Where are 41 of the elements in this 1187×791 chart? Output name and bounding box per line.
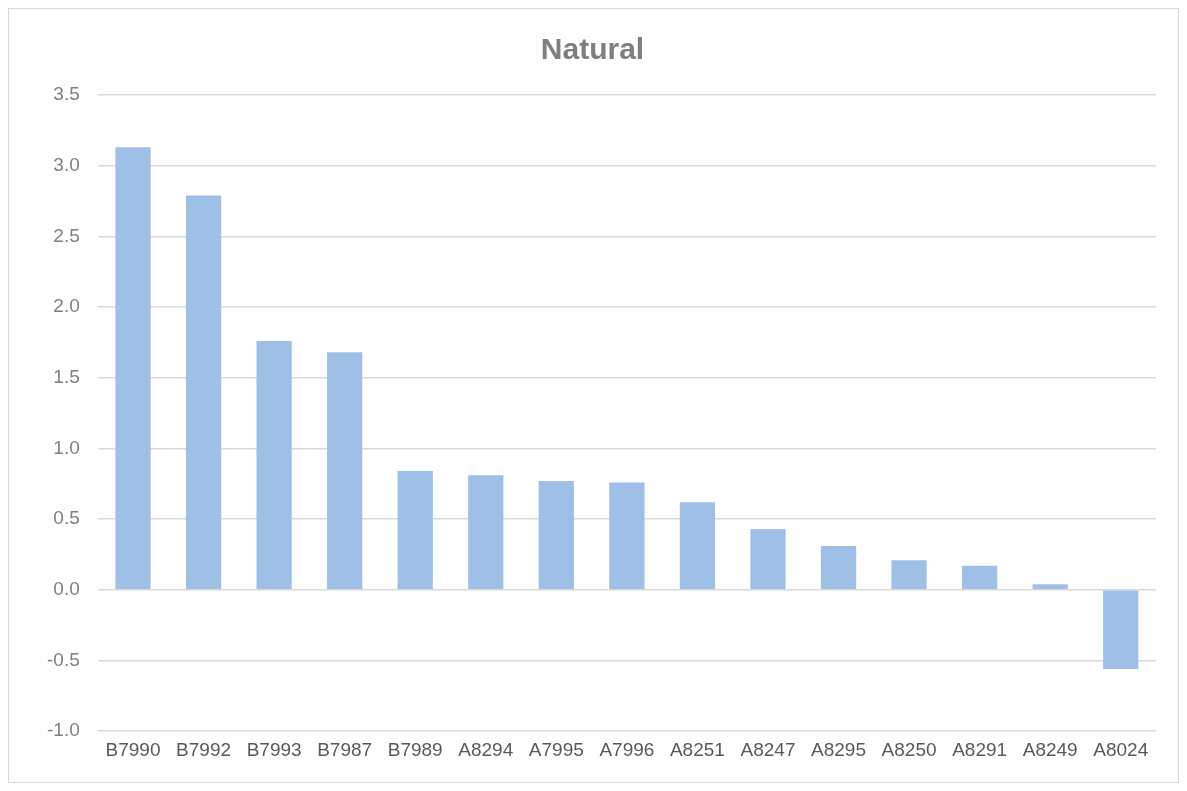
bar (327, 352, 363, 590)
bar (397, 471, 433, 590)
bar (115, 147, 151, 590)
y-tick-label: -0.5 (46, 648, 80, 670)
x-tick-label: A8294 (458, 738, 514, 760)
x-tick-label: A8249 (1022, 738, 1078, 760)
bar (820, 546, 857, 590)
y-tick-label: 2.5 (53, 224, 80, 246)
x-tick-label: A8251 (669, 738, 725, 760)
y-tick-label: -1.0 (46, 719, 80, 741)
x-tick-label: A7995 (528, 738, 584, 760)
x-tick-label: B7987 (317, 738, 373, 760)
x-tick-label: A8024 (1093, 738, 1149, 760)
bar (468, 475, 504, 590)
y-tick-label: 1.0 (53, 436, 80, 458)
bar (538, 480, 574, 590)
x-tick-label: A7996 (599, 738, 655, 760)
y-tick-label: 2.0 (53, 295, 80, 317)
bar (1103, 590, 1139, 669)
bar (609, 482, 645, 590)
x-tick-label: B7992 (176, 738, 232, 760)
bar (185, 195, 222, 590)
bar (750, 529, 786, 590)
chart-title: Natural (540, 32, 645, 66)
y-tick-label: 3.0 (53, 153, 80, 175)
bar (256, 341, 292, 590)
bar (679, 502, 716, 590)
bar (891, 560, 927, 590)
x-tick-label: A8295 (811, 738, 866, 760)
x-tick-label: B7993 (246, 738, 302, 760)
x-tick-label: B7989 (387, 738, 443, 760)
y-tick-label: 3.5 (53, 83, 80, 105)
x-tick-label: A8247 (740, 738, 796, 760)
bar (1032, 584, 1068, 590)
x-tick-label: B7990 (105, 738, 161, 760)
x-tick-label: A8250 (881, 738, 937, 760)
bar (961, 565, 998, 590)
y-tick-label: 1.5 (53, 365, 80, 387)
y-tick-label: 0.0 (53, 578, 80, 600)
x-tick-label: A8291 (952, 738, 1008, 760)
y-tick-label: 0.5 (53, 507, 80, 529)
